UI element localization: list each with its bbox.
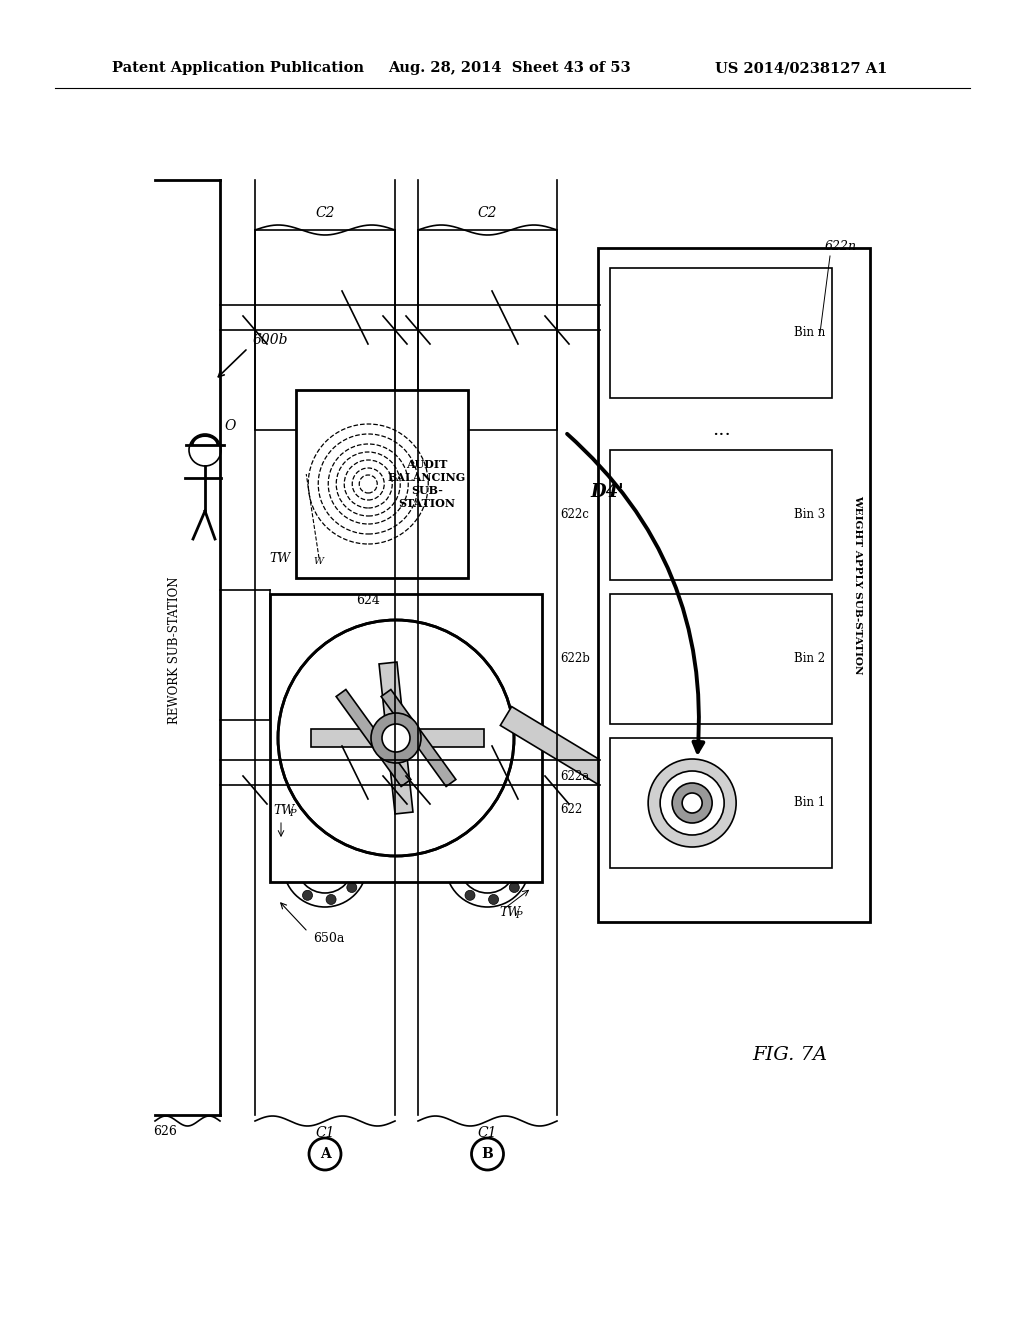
Circle shape bbox=[648, 759, 736, 847]
Text: 650a: 650a bbox=[313, 932, 344, 945]
Polygon shape bbox=[501, 706, 706, 842]
Circle shape bbox=[660, 771, 724, 836]
Text: 622c: 622c bbox=[560, 508, 589, 521]
Text: TW: TW bbox=[500, 906, 521, 919]
Circle shape bbox=[326, 825, 336, 836]
Circle shape bbox=[465, 890, 475, 900]
Circle shape bbox=[278, 620, 514, 855]
Text: C2: C2 bbox=[315, 206, 335, 220]
Bar bbox=[418, 230, 557, 430]
Circle shape bbox=[347, 883, 356, 892]
Polygon shape bbox=[311, 729, 484, 747]
Bar bbox=[296, 389, 468, 578]
Bar bbox=[443, 675, 531, 799]
Text: W: W bbox=[313, 557, 323, 566]
Text: AUDIT
BALANCING
SUB-
STATION: AUDIT BALANCING SUB- STATION bbox=[388, 459, 466, 508]
Text: Bin 3: Bin 3 bbox=[795, 508, 825, 521]
Text: WEIGHT APPLY SUB-STATION: WEIGHT APPLY SUB-STATION bbox=[853, 495, 862, 675]
Text: TW: TW bbox=[269, 552, 291, 565]
Text: B: B bbox=[481, 1147, 494, 1162]
Circle shape bbox=[287, 847, 297, 858]
Text: FIG. 7A: FIG. 7A bbox=[753, 1045, 827, 1064]
Circle shape bbox=[672, 783, 712, 822]
Circle shape bbox=[310, 850, 340, 880]
Text: Aug. 28, 2014  Sheet 43 of 53: Aug. 28, 2014 Sheet 43 of 53 bbox=[388, 61, 631, 75]
Circle shape bbox=[297, 837, 353, 894]
Circle shape bbox=[465, 830, 475, 840]
Bar bbox=[255, 230, 395, 430]
Text: C1: C1 bbox=[315, 1126, 335, 1140]
Circle shape bbox=[450, 847, 460, 858]
Circle shape bbox=[488, 825, 499, 836]
Text: US 2014/0238127 A1: US 2014/0238127 A1 bbox=[715, 61, 888, 75]
Bar bbox=[610, 738, 831, 869]
Circle shape bbox=[460, 837, 515, 894]
Text: REWORK SUB-STATION: REWORK SUB-STATION bbox=[169, 577, 181, 723]
Circle shape bbox=[326, 895, 336, 904]
Circle shape bbox=[488, 895, 499, 904]
Bar bbox=[270, 594, 542, 882]
Bar bbox=[610, 594, 831, 723]
Circle shape bbox=[509, 883, 519, 892]
Circle shape bbox=[302, 890, 312, 900]
Circle shape bbox=[371, 713, 421, 763]
Text: 626: 626 bbox=[153, 1125, 177, 1138]
Circle shape bbox=[347, 837, 356, 847]
Circle shape bbox=[509, 837, 519, 847]
Text: C2: C2 bbox=[478, 206, 498, 220]
Text: C1: C1 bbox=[478, 1126, 498, 1140]
Circle shape bbox=[287, 873, 297, 882]
Text: A: A bbox=[319, 1147, 331, 1162]
Text: Patent Application Publication: Patent Application Publication bbox=[112, 61, 364, 75]
Text: 624: 624 bbox=[356, 594, 380, 606]
Text: 600b: 600b bbox=[253, 333, 289, 347]
Bar bbox=[281, 675, 369, 799]
Circle shape bbox=[445, 822, 529, 907]
Bar bbox=[598, 248, 870, 921]
Text: 622b: 622b bbox=[560, 652, 590, 665]
Circle shape bbox=[382, 723, 410, 752]
Text: Bin n: Bin n bbox=[795, 326, 825, 339]
Text: D4': D4' bbox=[590, 483, 624, 502]
Circle shape bbox=[355, 861, 365, 870]
Circle shape bbox=[283, 822, 367, 907]
Bar bbox=[610, 450, 831, 579]
Circle shape bbox=[189, 434, 221, 466]
Circle shape bbox=[302, 830, 312, 840]
Text: TW: TW bbox=[273, 804, 294, 817]
Circle shape bbox=[450, 873, 460, 882]
Text: 622: 622 bbox=[560, 803, 583, 816]
Text: 622n: 622n bbox=[825, 239, 857, 252]
Polygon shape bbox=[336, 689, 411, 787]
Bar bbox=[610, 268, 831, 399]
Text: ...: ... bbox=[712, 421, 730, 440]
Text: Bin 1: Bin 1 bbox=[795, 796, 825, 809]
Text: 622a: 622a bbox=[560, 771, 589, 784]
Polygon shape bbox=[381, 689, 456, 787]
Polygon shape bbox=[379, 663, 413, 814]
Circle shape bbox=[682, 793, 702, 813]
Circle shape bbox=[472, 850, 503, 880]
Text: P: P bbox=[289, 808, 296, 817]
Text: P: P bbox=[515, 911, 522, 920]
Circle shape bbox=[517, 861, 527, 870]
Circle shape bbox=[480, 858, 495, 873]
Circle shape bbox=[318, 858, 332, 873]
Text: O: O bbox=[224, 418, 236, 433]
Text: Bin 2: Bin 2 bbox=[795, 652, 825, 665]
